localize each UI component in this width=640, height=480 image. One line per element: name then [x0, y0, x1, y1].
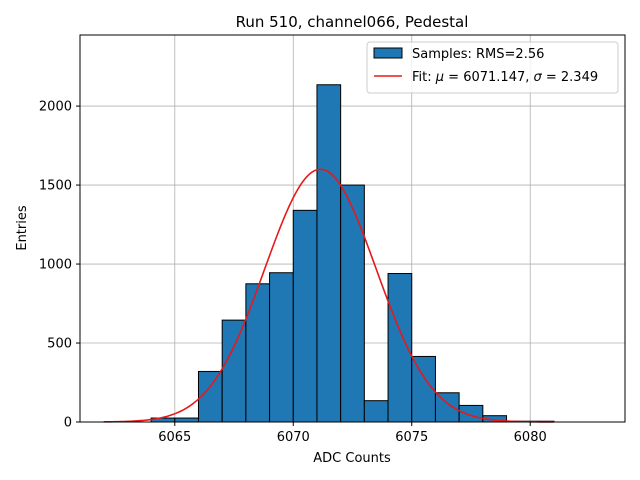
histogram-bar: [221, 319, 247, 423]
legend-fit-sigma-value: = 2.349: [542, 70, 598, 85]
legend-box: [366, 41, 619, 94]
legend-fit-label: Fit: μ = 6071.147, σ = 2.349: [412, 70, 598, 85]
y-tick-label: 2000: [39, 100, 72, 115]
histogram-bars: [150, 84, 555, 423]
fit-curve: [103, 168, 554, 423]
histogram-bar: [434, 392, 460, 423]
y-axis-ticks: 0 500 1000 1500 2000: [39, 100, 80, 431]
legend: Samples: RMS=2.56 Fit: μ = 6071.147, σ =…: [366, 41, 619, 94]
chart-title: Run 510, channel066, Pedestal: [236, 13, 469, 31]
histogram-bar: [174, 417, 199, 423]
x-tick-label: 6070: [277, 430, 310, 445]
legend-histogram-swatch: [373, 47, 403, 59]
plot-frame: [79, 34, 626, 423]
histogram-bar: [458, 404, 484, 423]
histogram-bar: [245, 283, 271, 423]
x-tick-label: 6075: [395, 430, 428, 445]
histogram-bar: [269, 272, 294, 423]
legend-fit-sigma-symbol: σ: [534, 70, 543, 85]
legend-fit-mu-value: = 6071.147,: [444, 70, 533, 85]
x-tick-label: 6065: [158, 430, 191, 445]
legend-fit-mu-symbol: μ: [435, 70, 444, 85]
x-axis-label: ADC Counts: [313, 451, 391, 466]
histogram-bar: [363, 400, 389, 423]
histogram-bar: [292, 209, 318, 423]
histogram-bar: [411, 355, 436, 423]
y-axis-label: Entries: [15, 205, 30, 251]
y-tick-label: 1000: [39, 258, 72, 273]
y-tick-label: 1500: [39, 179, 72, 194]
legend-histogram-label: Samples: RMS=2.56: [412, 47, 544, 62]
legend-fit-prefix: Fit:: [412, 70, 436, 85]
y-tick-label: 500: [47, 337, 72, 352]
histogram-bar: [340, 184, 365, 423]
x-axis-ticks: 6065 6070 6075 6080: [158, 422, 547, 445]
y-tick-label: 0: [64, 416, 72, 431]
x-tick-label: 6080: [514, 430, 547, 445]
histogram-bar: [316, 84, 342, 423]
